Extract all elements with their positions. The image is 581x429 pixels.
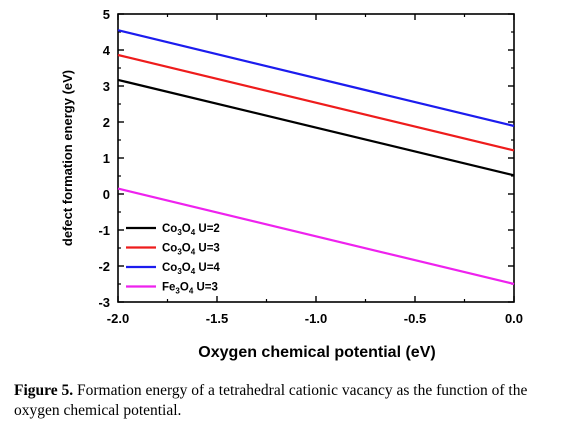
- legend-label-part: 3: [177, 228, 182, 237]
- legend-label-part: Co: [162, 223, 177, 235]
- legend-label-part: O: [180, 282, 189, 294]
- legend-label-part: 3: [177, 267, 182, 276]
- x-tick-label: -0.5: [404, 311, 426, 326]
- caption-label: Figure 5.: [14, 382, 74, 399]
- legend-label-part: O: [182, 262, 191, 274]
- series-line-1: [117, 78, 515, 177]
- y-tick-label: 3: [103, 79, 110, 94]
- x-tick-label: -1.0: [305, 311, 327, 326]
- y-tick-label: 1: [103, 151, 110, 166]
- legend-label-part: 4: [191, 228, 196, 237]
- plot-frame: [117, 13, 515, 303]
- y-tick-label: 0: [103, 187, 110, 202]
- x-tick-label: 0.0: [505, 311, 523, 326]
- legend-label-part: 4: [191, 248, 196, 257]
- legend-label: Co3O4 U=2: [162, 223, 220, 237]
- series-line-4: [117, 187, 515, 286]
- series-line-3: [117, 29, 515, 128]
- legend-label-part: Co: [162, 262, 177, 274]
- y-tick-label: -2: [98, 259, 110, 274]
- x-tick-label: -1.5: [206, 311, 228, 326]
- legend-label-part: Co: [162, 243, 177, 255]
- legend-label-part: 3: [177, 248, 182, 257]
- series-line-2: [117, 53, 515, 152]
- y-tick-label: -1: [98, 223, 110, 238]
- legend-label: Fe3O4 U=3: [162, 282, 218, 296]
- legend-label-part: Fe: [162, 282, 175, 294]
- legend-label-part: 3: [175, 287, 180, 296]
- y-tick-label: 4: [103, 43, 111, 58]
- legend-label-part: 4: [189, 287, 194, 296]
- y-axis-title: defect formation energy (eV): [60, 70, 75, 246]
- legend-label: Co3O4 U=4: [162, 262, 220, 276]
- legend-label-part: U=3: [195, 243, 220, 255]
- legend-label-part: U=4: [195, 262, 220, 274]
- legend-label-part: O: [182, 243, 191, 255]
- y-tick-label: -3: [98, 295, 110, 310]
- legend-label: Co3O4 U=3: [162, 243, 220, 257]
- caption-text: Formation energy of a tetrahedral cation…: [14, 382, 528, 419]
- legend-label-part: 4: [191, 267, 196, 276]
- x-tick-label: -2.0: [107, 311, 129, 326]
- legend-label-part: U=3: [193, 282, 218, 294]
- legend-label-part: U=2: [195, 223, 220, 235]
- x-axis-title: Oxygen chemical potential (eV): [198, 344, 435, 361]
- y-tick-label: 5: [103, 7, 110, 22]
- figure-caption: Figure 5. Formation energy of a tetrahed…: [14, 381, 570, 421]
- legend-label-part: O: [182, 223, 191, 235]
- y-tick-label: 2: [103, 115, 110, 130]
